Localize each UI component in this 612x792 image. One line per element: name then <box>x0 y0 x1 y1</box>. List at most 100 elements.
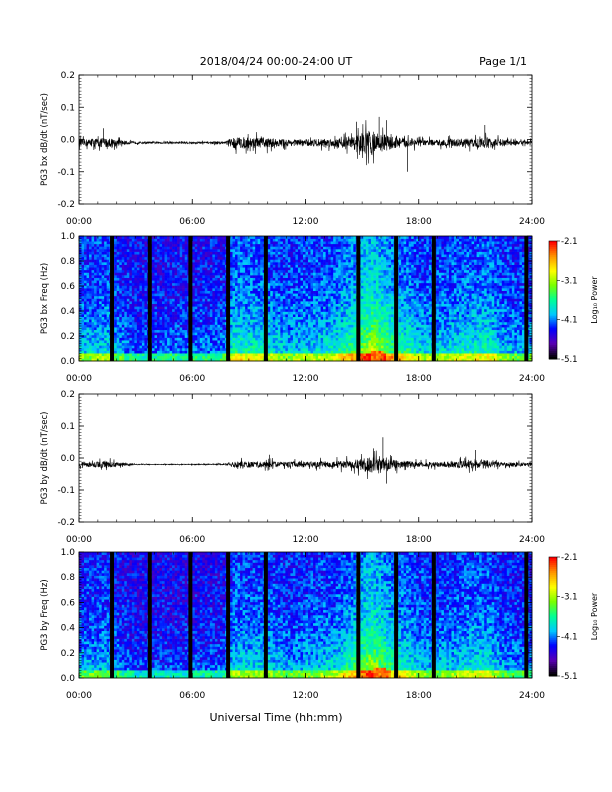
spectrogram-cell <box>157 353 160 357</box>
spectrogram-cell <box>184 314 188 318</box>
spectrogram-cell <box>325 256 329 260</box>
spectrogram-cell <box>242 337 246 341</box>
spectrogram-cell <box>81 347 85 351</box>
spectrogram-cell <box>99 236 102 239</box>
spectrogram-cell <box>172 342 175 346</box>
spectrogram-cell <box>305 243 309 247</box>
spectrogram-cell <box>305 251 309 255</box>
spectrogram-cell <box>230 290 233 294</box>
spectrogram-cell <box>214 353 218 357</box>
spectrogram-cell <box>99 316 102 320</box>
spectrogram-cell <box>300 319 304 323</box>
spectrogram-cell <box>232 264 236 268</box>
spectrogram-cell <box>177 327 180 331</box>
spectrogram-cell <box>318 321 321 325</box>
spectrogram-cell <box>114 303 118 307</box>
spectrogram-cell <box>285 259 289 263</box>
spectrogram-cell <box>136 319 140 323</box>
spectrogram-cell <box>320 259 324 263</box>
spectrogram-cell <box>267 293 271 297</box>
spectrogram-cell <box>237 275 241 278</box>
spectrogram-cell <box>230 358 233 362</box>
spectrogram-cell <box>139 306 143 310</box>
spectrogram-cell <box>119 334 123 338</box>
spectrogram-cell <box>287 267 291 271</box>
spectrogram-cell <box>194 324 198 328</box>
spectrogram-cell <box>300 249 304 252</box>
spectrogram-cell <box>136 259 140 263</box>
spectrogram-cell <box>174 285 178 289</box>
spectrogram-cell <box>207 280 211 284</box>
spectrogram-cell <box>260 311 264 315</box>
spectrogram-cell <box>313 355 316 359</box>
spectrogram-cell <box>164 308 168 312</box>
spectrogram-cell <box>204 267 208 271</box>
spectrogram-cell <box>179 249 183 252</box>
spectrogram-cell <box>245 236 248 239</box>
spectrogram-cell <box>114 249 118 252</box>
spectrogram-cell <box>184 295 188 299</box>
spectrogram-cell <box>121 337 125 341</box>
spectrogram-cell <box>192 303 196 307</box>
spectrogram-cell <box>328 303 331 307</box>
spectrogram-cell <box>252 290 256 294</box>
spectrogram-cell <box>86 277 90 281</box>
spectrogram-cell <box>134 306 138 310</box>
spectrogram-cell <box>106 358 110 362</box>
spectrogram-cell <box>328 319 331 323</box>
spectrogram-cell <box>240 353 243 357</box>
spectrogram-cell <box>124 319 128 323</box>
spectrogram-cell <box>330 301 334 304</box>
spectrogram-cell <box>141 295 145 299</box>
spectrogram-cell <box>162 319 165 323</box>
spectrogram-cell <box>167 340 170 344</box>
spectrogram-cell <box>302 329 306 333</box>
spectrogram-cell <box>310 316 314 320</box>
spectrogram-cell <box>197 288 201 291</box>
spectrogram-cell <box>260 277 264 281</box>
spectrogram-cell <box>101 350 105 354</box>
spectrogram-cell <box>320 358 324 362</box>
spectrogram-cell <box>247 350 251 354</box>
spectrogram-cell <box>285 264 289 268</box>
spectrogram-cell <box>217 272 221 276</box>
spectrogram-cell <box>252 358 256 362</box>
spectrogram-cell <box>162 332 165 336</box>
spectrogram-cell <box>101 353 105 357</box>
spectrogram-cell <box>245 329 248 333</box>
spectrogram-cell <box>131 285 135 289</box>
spectrogram-cell <box>162 358 165 362</box>
spectrogram-cell <box>184 298 188 302</box>
spectrogram-cell <box>272 282 276 286</box>
spectrogram-cell <box>302 340 306 344</box>
spectrogram-cell <box>320 353 324 357</box>
spectrogram-cell <box>131 264 135 268</box>
signal-trace <box>78 120 533 166</box>
spectrogram-cell <box>126 332 130 336</box>
spectrogram-cell <box>89 288 92 291</box>
spectrogram-cell <box>126 301 130 304</box>
spectrogram-cell <box>252 249 256 252</box>
spectrogram-cell <box>177 246 180 250</box>
spectrogram-cell <box>116 324 120 328</box>
spectrogram-cell <box>295 303 299 307</box>
spectrogram-cell <box>182 243 185 247</box>
spectrogram-cell <box>124 340 128 344</box>
spectrogram-cell <box>305 329 309 333</box>
spectrogram-cell <box>151 342 155 346</box>
spectrogram-cell <box>197 324 201 328</box>
spectrogram-cell <box>313 332 316 336</box>
spectrogram-cell <box>272 334 276 338</box>
spectrogram-cell <box>96 347 100 351</box>
spectrogram-cell <box>280 290 284 294</box>
spectrogram-cell <box>134 272 138 276</box>
spectrogram-cell <box>174 277 178 281</box>
spectrogram-cell <box>260 345 264 349</box>
spectrogram-cell <box>219 311 223 315</box>
spectrogram-cell <box>272 332 276 336</box>
spectrogram-cell <box>194 249 198 252</box>
spectrogram-cell <box>297 306 301 310</box>
spectrogram-cell <box>204 269 208 273</box>
spectrogram-cell <box>295 293 299 297</box>
spectrogram-cell <box>179 301 183 304</box>
